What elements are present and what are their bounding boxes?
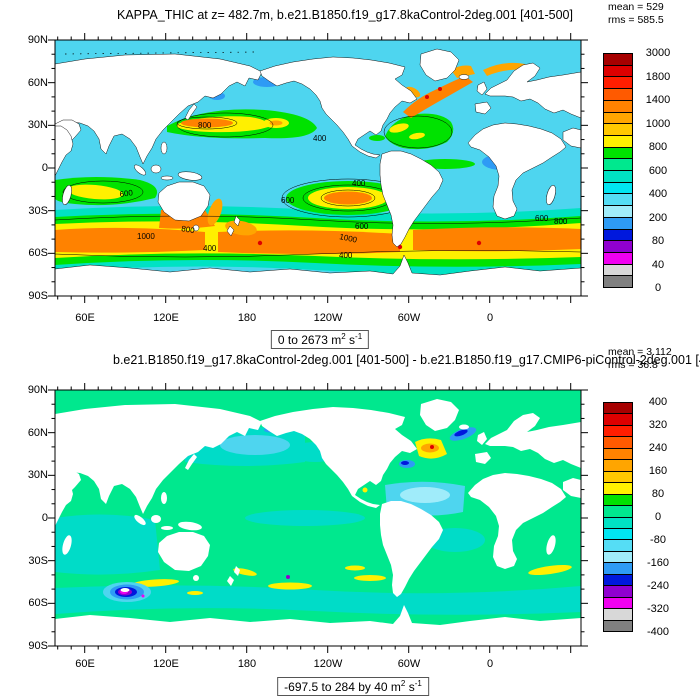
bottom-mean-rms: mean = 3.112 rms = 36.8 xyxy=(608,346,672,371)
top-colorbar xyxy=(603,53,633,289)
top-range-text: 0 to 2673 m xyxy=(277,333,342,347)
colorbar-label: -320 xyxy=(646,603,670,615)
bot-ytick-90s: 90S xyxy=(28,640,48,652)
svg-text:600: 600 xyxy=(119,188,134,199)
bot-ytick-90n: 90N xyxy=(27,384,48,396)
svg-text:800: 800 xyxy=(198,121,212,130)
bottom-range-text: -697.5 to 284 by 40 m xyxy=(284,680,401,694)
top-ytick-60n: 60N xyxy=(27,77,48,89)
world-map-bottom xyxy=(48,383,588,653)
bottom-rms-label: rms = 36.8 xyxy=(608,358,658,371)
svg-text:600: 600 xyxy=(355,222,369,231)
colorbar-label: 1000 xyxy=(645,117,671,130)
colorbar-label: 80 xyxy=(651,488,665,500)
colorbar-label: -400 xyxy=(646,626,670,638)
colorbar-label: -80 xyxy=(650,534,666,546)
colorbar-label: 40 xyxy=(651,258,665,271)
colorbar-label: 600 xyxy=(648,164,668,177)
bot-xtick-180: 180 xyxy=(237,658,257,670)
top-contour-lines xyxy=(55,51,581,258)
svg-text:400: 400 xyxy=(203,244,217,253)
svg-text:800: 800 xyxy=(554,217,568,226)
colorbar-label: 800 xyxy=(648,141,668,153)
top-plot-title: KAPPA_THIC at z= 482.7m, b.e21.B1850.f19… xyxy=(117,8,573,22)
colorbar-label: 240 xyxy=(648,442,668,454)
top-ytick-30n: 30N xyxy=(27,119,48,131)
bot-ytick-30n: 30N xyxy=(27,469,48,481)
svg-text:400: 400 xyxy=(313,134,327,143)
bottom-colorbar xyxy=(603,402,633,633)
colorbar-label: 320 xyxy=(648,419,668,431)
continents xyxy=(55,48,581,296)
top-range-box: 0 to 2673 m2 s-1 xyxy=(270,330,370,349)
colorbar-label: 80 xyxy=(651,235,665,247)
top-xtick-60w: 60W xyxy=(397,312,421,324)
svg-text:400: 400 xyxy=(352,179,366,188)
top-xtick-180: 180 xyxy=(237,312,257,324)
top-ytick-30s: 30S xyxy=(28,205,48,217)
bot-xtick-120e: 120E xyxy=(153,658,179,670)
top-ytick-90n: 90N xyxy=(27,34,48,46)
bot-xtick-0: 0 xyxy=(486,658,494,670)
colorbar-label: 0 xyxy=(654,511,662,523)
colorbar-label: 0 xyxy=(654,282,662,294)
bottom-diff-fills xyxy=(55,426,581,615)
top-xtick-120w: 120W xyxy=(313,312,343,324)
bot-xtick-120w: 120W xyxy=(313,658,343,670)
bot-ytick-30s: 30S xyxy=(28,555,48,567)
bot-ytick-0: 0 xyxy=(41,512,48,524)
svg-text:600: 600 xyxy=(281,196,295,205)
svg-text:800: 800 xyxy=(181,224,196,235)
svg-text:1000: 1000 xyxy=(137,232,155,241)
top-xtick-0: 0 xyxy=(486,312,494,324)
bot-xtick-60e: 60E xyxy=(75,658,95,670)
colorbar-label: 1800 xyxy=(645,70,671,83)
top-rms-label: rms = 585.5 xyxy=(608,13,664,26)
top-mean-label: mean = 529 xyxy=(608,1,664,13)
colorbar-label: 200 xyxy=(648,211,668,224)
bot-ytick-60n: 60N xyxy=(27,427,48,439)
world-map-top: 800 400 400 600 1000 800 400 600 600 100… xyxy=(48,33,588,303)
svg-text:600: 600 xyxy=(535,214,549,223)
bottom-mean-label: mean = 3.112 xyxy=(608,346,672,358)
bot-ytick-60s: 60S xyxy=(28,597,48,609)
kerguelen-island xyxy=(120,588,130,592)
top-xtick-120e: 120E xyxy=(153,312,179,324)
top-contour-labels: 800 400 400 600 1000 800 400 600 600 100… xyxy=(119,121,568,260)
bot-xtick-60w: 60W xyxy=(397,658,421,670)
bottom-plot-title: b.e21.B1850.f19_g17.8kaControl-2deg.001 … xyxy=(113,353,700,367)
svg-text:400: 400 xyxy=(339,251,353,260)
colorbar-label: -160 xyxy=(646,557,670,569)
colorbar-label: 400 xyxy=(648,396,668,408)
top-mean-rms: mean = 529 rms = 585.5 xyxy=(608,1,664,26)
colorbar-label: -240 xyxy=(646,580,670,592)
colorbar-label: 400 xyxy=(648,188,668,200)
top-ytick-0: 0 xyxy=(41,162,48,174)
bottom-range-box: -697.5 to 284 by 40 m2 s-1 xyxy=(277,677,429,696)
colorbar-swatch xyxy=(603,619,633,633)
colorbar-swatch xyxy=(603,275,633,289)
top-xtick-60e: 60E xyxy=(75,312,95,324)
top-ytick-60s: 60S xyxy=(28,247,48,259)
colorbar-label: 1400 xyxy=(645,94,671,106)
colorbar-label: 3000 xyxy=(645,47,671,59)
colorbar-label: 160 xyxy=(648,465,668,477)
svg-text:1000: 1000 xyxy=(339,232,359,245)
top-ytick-90s: 90S xyxy=(28,290,48,302)
